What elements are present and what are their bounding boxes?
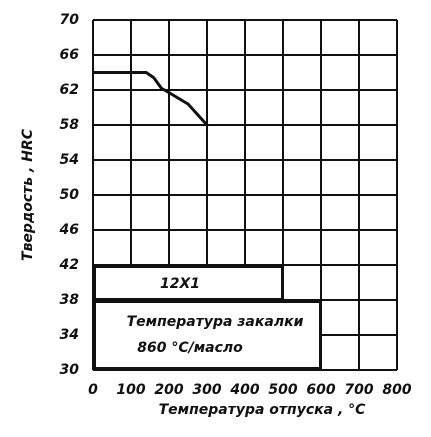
x-tick-label: 200	[154, 382, 183, 398]
x-tick-label: 800	[382, 382, 411, 398]
x-tick-label: 700	[344, 382, 373, 398]
x-tick-label: 0	[88, 382, 98, 398]
annotation: Температура закалки	[127, 314, 304, 330]
x-tick-label: 500	[268, 382, 297, 398]
data-line	[93, 71, 209, 127]
annotation-boxes: 12Х1 Температура закалки 860 °С/масло	[94, 266, 321, 369]
y-tick-label: 50	[60, 187, 80, 203]
annotation-box	[94, 301, 321, 369]
y-tick-label: 38	[60, 292, 80, 308]
y-tick-label: 58	[60, 117, 80, 133]
x-tick-label: 300	[192, 382, 221, 398]
annotation: 12Х1	[160, 276, 200, 292]
y-tick-label: 54	[60, 152, 79, 168]
y-axis-label: Твердость , HRC	[20, 128, 36, 261]
x-tick-label: 600	[306, 382, 335, 398]
x-tick-label: 100	[116, 382, 145, 398]
y-tick-label: 62	[60, 82, 79, 98]
y-tick-label: 30	[60, 362, 80, 378]
y-tick-label: 34	[60, 327, 79, 343]
x-tick-label: 400	[229, 382, 259, 398]
annotation: 860 °С/масло	[137, 340, 243, 356]
x-axis-label: Температура отпуска , °С	[159, 402, 367, 418]
y-tick-label: 70	[60, 12, 80, 28]
y-tick-label: 42	[59, 257, 79, 273]
y-tick-label: 66	[60, 47, 80, 63]
marks	[93, 71, 209, 127]
annotation-box	[94, 266, 283, 300]
y-tick-label: 46	[59, 222, 80, 238]
